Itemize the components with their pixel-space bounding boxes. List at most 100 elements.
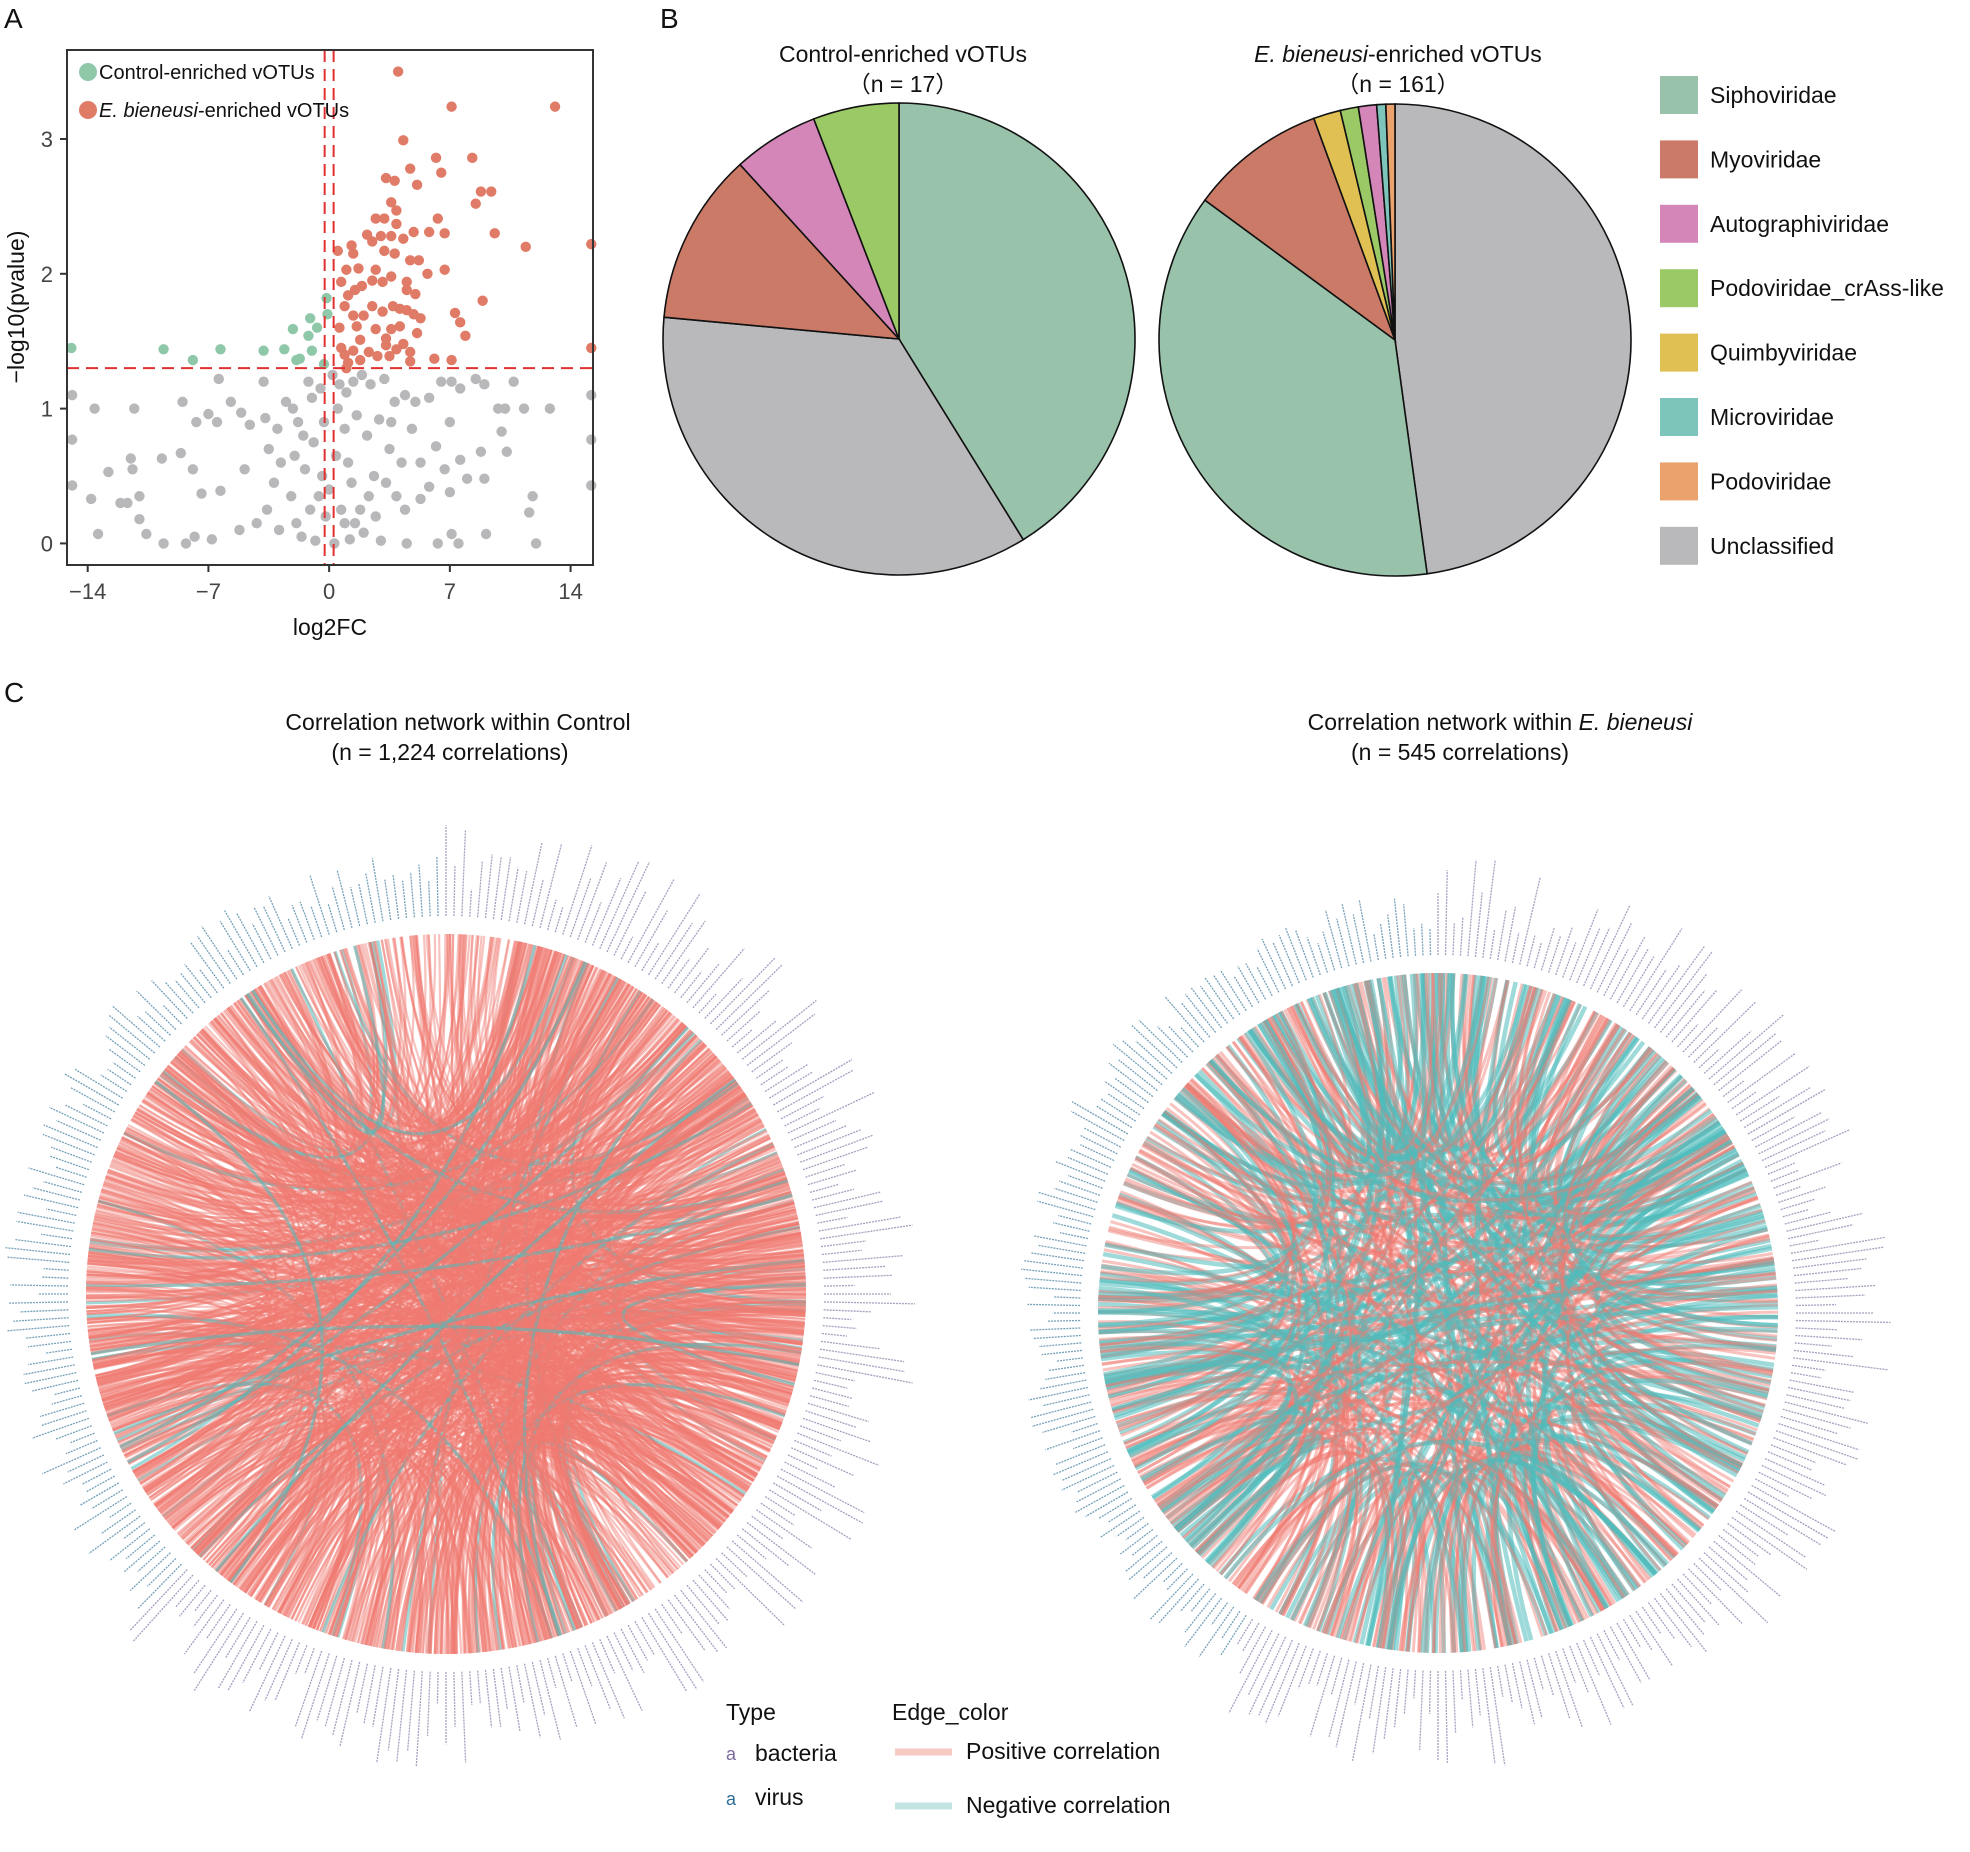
bacteria-node-label <box>1540 926 1556 971</box>
edge-positive <box>125 949 553 1184</box>
edge-positive <box>624 1273 806 1288</box>
edge-positive <box>114 968 602 1197</box>
edge-positive <box>111 1157 748 1493</box>
edge-positive <box>86 940 388 1289</box>
virus-node-label <box>1358 899 1372 962</box>
edge-positive <box>1592 1196 1759 1467</box>
edge-positive <box>616 1205 796 1423</box>
bacteria-node-label <box>680 971 703 999</box>
x-tick-label: 0 <box>323 579 335 604</box>
bacteria-node-label <box>819 1224 913 1240</box>
virus-node-label <box>1104 1080 1145 1110</box>
bacteria-node-label <box>500 1667 509 1710</box>
edge-negative <box>1173 986 1539 1186</box>
virus-node-label <box>31 1417 90 1439</box>
edge-positive <box>326 953 525 1646</box>
bacteria-node-label <box>813 1191 881 1209</box>
edge-positive <box>380 939 434 1654</box>
edge-positive <box>415 1111 758 1653</box>
edge-positive <box>101 1275 806 1402</box>
edge-positive <box>86 936 407 1313</box>
virus-node-label <box>111 1005 161 1048</box>
point-ns <box>349 518 361 529</box>
bacteria-node-label <box>1583 1639 1601 1677</box>
virus-node-label <box>199 969 218 994</box>
point-ns <box>244 419 256 430</box>
bacteria-node-label <box>1764 1129 1850 1168</box>
edge-positive <box>151 1084 798 1237</box>
edge-positive <box>331 1275 806 1637</box>
point-ebieneusi <box>336 276 347 288</box>
edge-positive <box>533 1370 793 1635</box>
edge-positive <box>514 1009 669 1641</box>
edge-positive <box>570 1383 783 1593</box>
edge-positive <box>613 1160 788 1234</box>
edge-positive <box>98 1359 733 1514</box>
edge-positive <box>154 1036 700 1179</box>
point-ns <box>268 477 280 488</box>
edge-positive <box>127 1400 652 1591</box>
edge-positive <box>1115 1368 1758 1432</box>
edge-positive <box>105 1000 657 1415</box>
bacteria-node-label <box>1751 1484 1837 1533</box>
legend-label: Siphoviridae <box>1710 82 1837 108</box>
edge-positive <box>1289 1005 1739 1474</box>
edge-positive <box>94 1028 303 1235</box>
edge-positive <box>153 1002 659 1507</box>
edge-positive <box>200 1029 775 1444</box>
edge-positive <box>309 1250 804 1628</box>
edge-negative <box>91 1341 747 1496</box>
virus-node-label <box>137 1546 166 1573</box>
edge-positive <box>149 986 635 1172</box>
edge-positive <box>86 1284 285 1499</box>
edge-positive <box>1386 1061 1670 1650</box>
bacteria-node-label <box>760 1502 795 1526</box>
edge-negative <box>1335 1167 1748 1639</box>
edge-positive <box>87 1261 571 1633</box>
bacteria-node-label <box>1793 1267 1862 1277</box>
edge-negative <box>1116 1215 1765 1429</box>
edge-positive <box>459 934 589 1626</box>
edge-positive <box>112 1155 768 1458</box>
virus-node-label <box>1040 1379 1087 1390</box>
bacteria-node-label <box>692 947 745 1009</box>
virus-node-label <box>7 1324 70 1332</box>
edge-positive <box>92 1222 758 1476</box>
edge-positive <box>188 1040 789 1219</box>
bacteria-node-label <box>178 1584 206 1617</box>
point-ebieneusi <box>389 175 400 186</box>
edge-positive <box>184 1045 806 1317</box>
bacteria-node-label <box>715 964 783 1030</box>
bacteria-node-label <box>1474 892 1483 958</box>
bacteria-node-label <box>1770 1444 1817 1464</box>
edge-positive <box>172 1434 486 1653</box>
edge-positive <box>88 1325 275 1431</box>
bacteria-node-label <box>731 1029 753 1048</box>
point-ebieneusi <box>401 284 412 296</box>
edge-positive <box>1599 1180 1778 1296</box>
edge-positive <box>223 1009 739 1506</box>
bacteria-node-label <box>764 1063 809 1093</box>
edge-positive <box>320 955 611 1616</box>
edge-positive <box>273 936 494 1128</box>
virus-node-label <box>45 1348 73 1354</box>
edge-positive <box>226 1288 806 1581</box>
panel-label-a: A <box>4 3 23 34</box>
virus-node-label <box>6 1256 70 1264</box>
bacteria-node-label <box>1526 935 1536 967</box>
legend-swatch <box>1660 269 1698 308</box>
edge-positive <box>86 942 525 1288</box>
edge-positive <box>1176 1440 1354 1629</box>
edge-positive <box>108 956 573 1422</box>
edge-positive <box>212 1001 659 1570</box>
point-ebieneusi <box>367 236 378 247</box>
edge-positive <box>301 937 410 1124</box>
edge-positive <box>295 966 791 1402</box>
edge-negative <box>1209 1044 1332 1568</box>
virus-node-label <box>196 935 231 984</box>
virus-node-label <box>1166 1568 1188 1591</box>
bacteria-node-label <box>1713 1540 1781 1597</box>
edge-positive <box>1107 1229 1777 1353</box>
virus-node-label <box>74 1495 128 1531</box>
bacteria-node-label <box>1264 1642 1300 1724</box>
